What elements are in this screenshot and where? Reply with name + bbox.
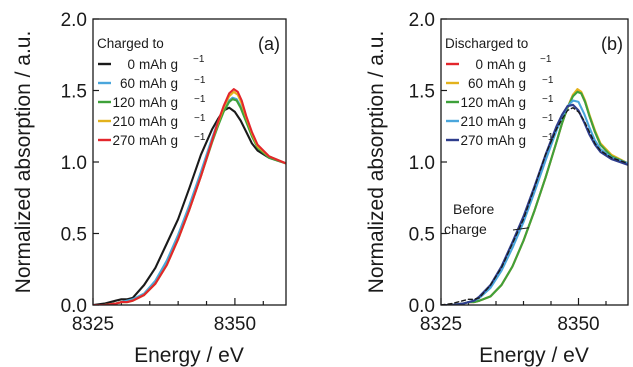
legend-unit-superscript: −1 bbox=[194, 75, 206, 86]
x-axis-ticks: 8325 8350 bbox=[420, 298, 607, 335]
legend-unit-superscript: −1 bbox=[542, 113, 554, 124]
y-tick-label: 0.0 bbox=[61, 296, 87, 317]
x-tick-label: 8325 bbox=[420, 314, 462, 335]
annotation-line-2: charge bbox=[444, 221, 487, 237]
legend-unit: mAh g bbox=[139, 133, 178, 148]
legend-unit: mAh g bbox=[487, 114, 526, 129]
legend-unit: mAh g bbox=[139, 95, 178, 110]
before-charge-annotation: Before charge bbox=[444, 201, 530, 237]
legend-unit: mAh g bbox=[487, 76, 526, 91]
y-tick-label: 1.5 bbox=[61, 82, 87, 103]
chart-panel-a: Normalized absorption / a.u. 0.0 0.5 1.0 1.… bbox=[12, 10, 287, 367]
annotation-pointer bbox=[512, 227, 530, 231]
legend-value: 120 bbox=[460, 95, 483, 110]
plot-frame bbox=[440, 18, 629, 306]
legend: Charged to −1 0 mAh g −1 60 mAh g −1 120 mAh g −… bbox=[97, 36, 206, 148]
legend: Discharged to −1 0 mAh g −1 60 mAh g −1 120 mAh… bbox=[445, 36, 554, 148]
series-line-270 bbox=[93, 88, 286, 305]
legend-unit: mAh g bbox=[487, 57, 526, 72]
annotation-line-1: Before bbox=[453, 201, 494, 217]
legend-unit: mAh g bbox=[139, 57, 178, 72]
legend-unit: mAh g bbox=[139, 76, 178, 91]
legend-value: 0 bbox=[127, 57, 135, 72]
legend-unit-superscript: −1 bbox=[542, 132, 554, 143]
legend-unit: mAh g bbox=[487, 95, 526, 110]
y-tick-label: 1.5 bbox=[409, 82, 435, 103]
series-line-before-charge bbox=[441, 106, 628, 305]
x-tick-label: 8325 bbox=[72, 314, 114, 335]
legend-title: Discharged to bbox=[445, 36, 528, 51]
legend-unit-superscript: −1 bbox=[542, 75, 554, 86]
legend-value: 60 bbox=[120, 76, 135, 91]
legend-value: 270 bbox=[460, 133, 483, 148]
legend-value: 210 bbox=[460, 114, 483, 129]
panel-label: (b) bbox=[601, 34, 623, 54]
legend-title: Charged to bbox=[97, 36, 164, 51]
legend-unit: mAh g bbox=[487, 133, 526, 148]
y-tick-label: 2.0 bbox=[409, 10, 435, 31]
y-axis-ticks: 0.0 0.5 1.0 1.5 2.0 bbox=[61, 10, 99, 317]
legend-unit: mAh g bbox=[139, 114, 178, 129]
legend-unit-superscript: −1 bbox=[194, 132, 206, 143]
series-line-120 bbox=[441, 90, 628, 305]
y-tick-label: 0.5 bbox=[409, 225, 435, 246]
legend-unit-superscript: −1 bbox=[194, 94, 206, 105]
y-tick-label: 1.0 bbox=[409, 153, 435, 174]
plot-frame bbox=[92, 18, 287, 306]
y-tick-label: 2.0 bbox=[61, 10, 87, 31]
x-axis-label: Energy / eV bbox=[479, 344, 589, 367]
y-axis-ticks: 0.0 0.5 1.0 1.5 2.0 bbox=[409, 10, 447, 317]
series-lines bbox=[441, 88, 628, 305]
series-line-0 bbox=[93, 106, 286, 305]
x-tick-label: 8350 bbox=[214, 314, 256, 335]
legend-title-superscript: −1 bbox=[193, 54, 205, 65]
legend-value: 60 bbox=[468, 76, 483, 91]
series-lines bbox=[93, 88, 286, 305]
panel-label: (a) bbox=[258, 34, 280, 54]
legend-unit-superscript: −1 bbox=[194, 113, 206, 124]
y-tick-label: 0.5 bbox=[61, 225, 87, 246]
legend-value: 270 bbox=[112, 133, 135, 148]
legend-value: 210 bbox=[112, 114, 135, 129]
x-axis-label: Energy / eV bbox=[134, 344, 244, 367]
legend-title-superscript: −1 bbox=[540, 54, 552, 65]
y-axis-label: Normalized absorption / a.u. bbox=[365, 31, 388, 294]
chart-panel-b: Normalized absorption / a.u. 0.0 0.5 1.0 1.… bbox=[365, 10, 629, 367]
x-tick-label: 8350 bbox=[557, 314, 599, 335]
legend-unit-superscript: −1 bbox=[542, 94, 554, 105]
y-tick-label: 1.0 bbox=[61, 153, 87, 174]
y-tick-label: 0.0 bbox=[409, 296, 435, 317]
legend-value: 0 bbox=[475, 57, 483, 72]
y-axis-label: Normalized absorption / a.u. bbox=[12, 31, 35, 294]
legend-value: 120 bbox=[112, 95, 135, 110]
